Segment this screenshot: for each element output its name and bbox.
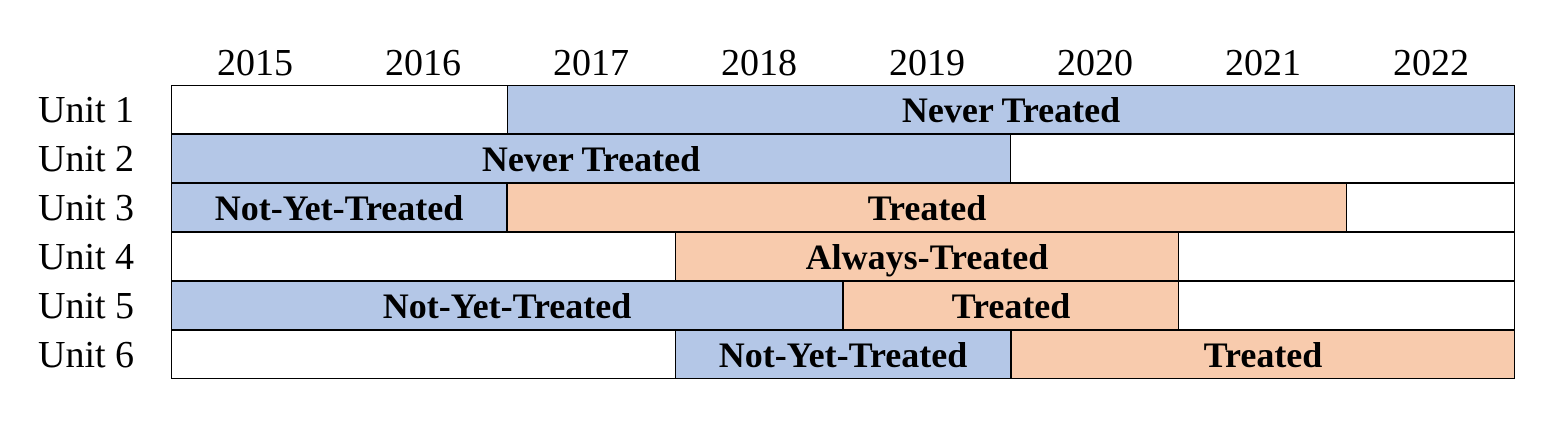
unit-label: Unit 1 bbox=[38, 89, 135, 131]
untreated-period-segment: Not-Yet-Treated bbox=[171, 281, 843, 330]
untreated-period-segment: Not-Yet-Treated bbox=[675, 330, 1011, 379]
unit-label: Unit 4 bbox=[38, 236, 135, 278]
treated-period-segment: Treated bbox=[507, 183, 1347, 232]
year-header: 2021 bbox=[1225, 42, 1301, 84]
untreated-period-segment: Never Treated bbox=[507, 85, 1515, 134]
year-header: 2015 bbox=[217, 42, 293, 84]
year-header: 2022 bbox=[1393, 42, 1469, 84]
year-header: 2020 bbox=[1057, 42, 1133, 84]
treated-period-segment: Always-Treated bbox=[675, 232, 1179, 281]
year-header: 2017 bbox=[553, 42, 629, 84]
year-header: 2016 bbox=[385, 42, 461, 84]
treated-period-segment: Treated bbox=[843, 281, 1179, 330]
unit-label: Unit 5 bbox=[38, 285, 135, 327]
treated-period-segment: Treated bbox=[1011, 330, 1515, 379]
untreated-period-segment: Never Treated bbox=[171, 134, 1011, 183]
year-header: 2019 bbox=[889, 42, 965, 84]
unit-label: Unit 3 bbox=[38, 187, 135, 229]
untreated-period-segment: Not-Yet-Treated bbox=[171, 183, 507, 232]
year-header: 2018 bbox=[721, 42, 797, 84]
unit-label: Unit 2 bbox=[38, 138, 135, 180]
unit-label: Unit 6 bbox=[38, 334, 135, 376]
